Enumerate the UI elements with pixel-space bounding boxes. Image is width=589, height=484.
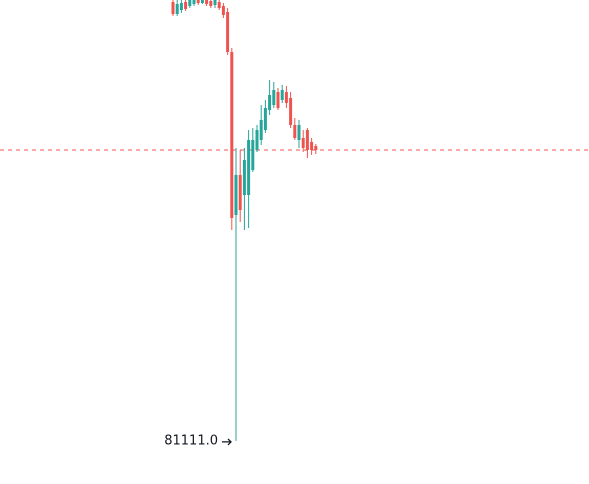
candle-body [251, 140, 255, 170]
candle-body [209, 1, 213, 6]
candle-body [289, 98, 293, 125]
candle-body [238, 175, 242, 210]
candle-body [217, 2, 221, 8]
candle-body [263, 108, 267, 130]
candle-body [196, 0, 200, 3]
candle-body [242, 160, 246, 195]
candle-body [226, 12, 230, 52]
candle-body [259, 120, 263, 140]
candle-body [247, 140, 251, 195]
candle-body [200, 0, 204, 3]
low-label: 81111.0 [164, 433, 218, 448]
candle-body [213, 0, 217, 5]
candle-body [175, 4, 179, 14]
low-arrow [222, 438, 232, 446]
candle-body [255, 130, 259, 150]
candle-body [268, 95, 272, 110]
candle-body [314, 146, 318, 150]
candle-body [280, 90, 284, 100]
candle-body [171, 2, 175, 14]
candle-body [297, 125, 301, 140]
candle-body [179, 3, 183, 10]
candle-body [293, 125, 297, 138]
candle-body [230, 52, 234, 218]
candle-body [184, 2, 188, 9]
candle-body [310, 142, 314, 150]
candle-body [188, 0, 192, 6]
candle-body [276, 92, 280, 108]
candle-body [301, 138, 305, 148]
candle-body [221, 6, 225, 15]
candle-body [205, 0, 209, 4]
candle-body [284, 92, 288, 103]
candle-body [192, 0, 196, 4]
candle-body [272, 90, 276, 105]
candle-body [305, 130, 309, 150]
candle-body [234, 175, 238, 215]
